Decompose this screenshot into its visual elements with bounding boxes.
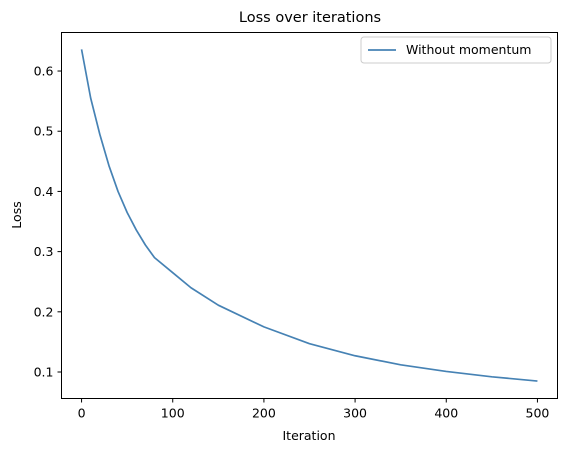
y-axis-label: Loss bbox=[9, 201, 24, 228]
chart-title: Loss over iterations bbox=[239, 10, 381, 26]
x-tick-label: 500 bbox=[526, 406, 550, 421]
y-tick-label: 0.6 bbox=[34, 64, 54, 79]
series-layer bbox=[80, 49, 538, 382]
y-tick-label: 0.5 bbox=[34, 124, 54, 139]
x-tick-label: 0 bbox=[78, 406, 86, 421]
y-tick-label: 0.4 bbox=[34, 184, 54, 199]
plot-area bbox=[61, 32, 558, 399]
y-axis-ticks: 0.1 0.2 0.3 0.4 0.5 0.6 bbox=[34, 64, 62, 380]
x-tick-label: 100 bbox=[161, 406, 185, 421]
plot-frame bbox=[61, 32, 558, 399]
legend-entry-label: Without momentum bbox=[406, 42, 531, 57]
y-tick-label: 0.3 bbox=[34, 244, 54, 259]
y-tick-label: 0.1 bbox=[34, 365, 54, 380]
x-tick-label: 400 bbox=[434, 406, 458, 421]
legend-box bbox=[360, 36, 552, 64]
x-tick-label: 200 bbox=[252, 406, 276, 421]
series-line-0 bbox=[80, 49, 538, 382]
x-axis-label: Iteration bbox=[282, 428, 335, 443]
x-tick-label: 300 bbox=[343, 406, 367, 421]
legend: Without momentum bbox=[360, 36, 552, 64]
x-axis-ticks: 0 100 200 300 400 500 bbox=[78, 398, 550, 421]
y-tick-label: 0.2 bbox=[34, 304, 54, 319]
